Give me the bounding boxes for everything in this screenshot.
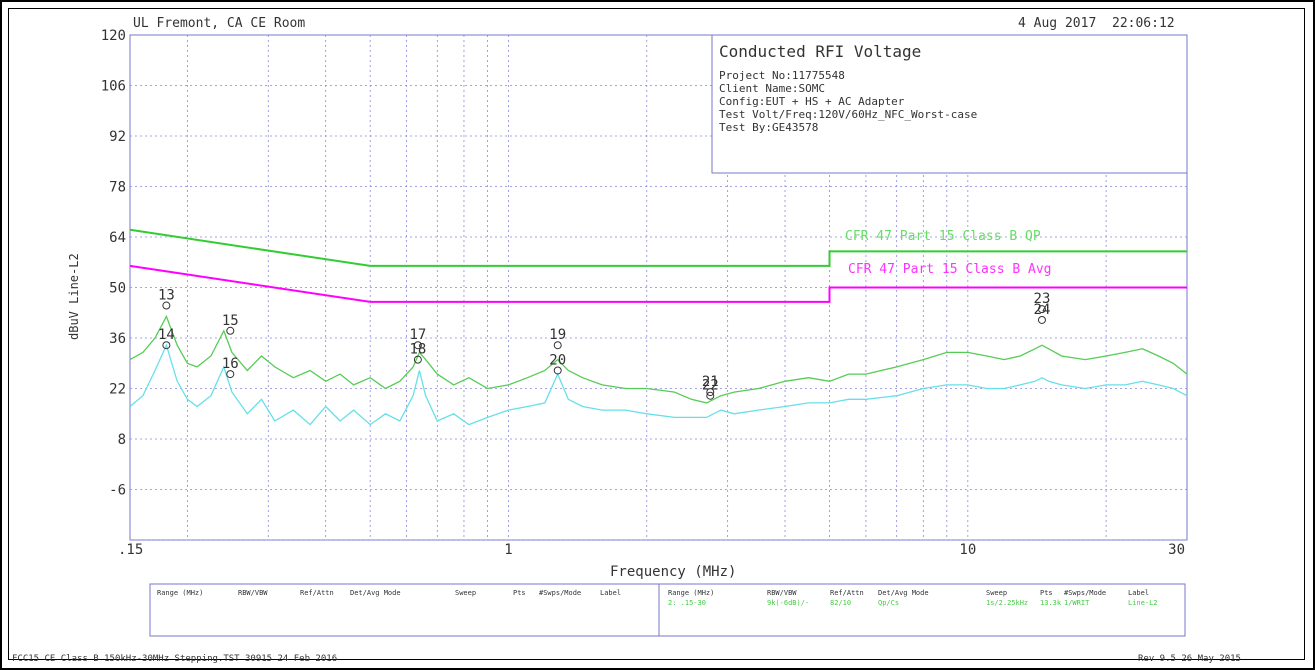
- settings-header-left: Pts: [513, 589, 526, 597]
- settings-header-right: Label: [1128, 589, 1149, 597]
- settings-header-left: Det/Avg Mode: [350, 589, 401, 597]
- y-axis-label: dBuV Line-L2: [67, 253, 81, 340]
- settings-header-right: Ref/Attn: [830, 589, 864, 597]
- marker-label: 20: [549, 352, 566, 368]
- marker-point: [162, 301, 171, 310]
- marker-point: [553, 341, 562, 350]
- y-tick-label: 64: [109, 230, 126, 246]
- marker-point: [706, 391, 715, 400]
- marker-label: 21: [702, 374, 719, 390]
- y-tick-label: 92: [109, 129, 126, 145]
- marker-label: 18: [409, 342, 426, 358]
- settings-header-left: Sweep: [455, 589, 476, 597]
- settings-header-right: RBW/VBW: [767, 589, 797, 597]
- qp-limit-label: CFR 47 Part 15 Class B QP: [845, 229, 1041, 244]
- marker-point: [413, 341, 422, 350]
- trace-lines: [129, 314, 1188, 426]
- marker-point: [1037, 315, 1046, 324]
- marker-label: 14: [158, 327, 175, 343]
- limit-line: [129, 228, 1187, 267]
- settings-cell: Line-L2: [1128, 599, 1158, 607]
- x-tick-label: 1: [504, 542, 512, 558]
- marker-label: 19: [549, 327, 566, 343]
- settings-header-left: Ref/Attn: [300, 589, 334, 597]
- trace-line: [129, 343, 1188, 426]
- info-line-testby: Test By:GE43578: [719, 121, 818, 134]
- marker-label: 22: [702, 378, 719, 394]
- info-line-config: Config:EUT + HS + AC Adapter: [719, 95, 905, 108]
- footer-left: FCC15 CE Class B 150kHz-30MHz Stepping.T…: [12, 654, 337, 664]
- marker-label: 17: [409, 327, 426, 343]
- y-tick-label: 78: [109, 180, 126, 196]
- marker-label: 16: [222, 356, 239, 372]
- y-tick-label: 8: [118, 432, 126, 448]
- settings-header-left: RBW/VBW: [238, 589, 268, 597]
- settings-header-right: Det/Avg Mode: [878, 589, 929, 597]
- marker-point: [162, 341, 171, 350]
- x-tick-labels: .15 1 10 30: [118, 542, 1185, 558]
- avg-limit-label: CFR 47 Part 15 Class B Avg: [848, 262, 1052, 277]
- limit-line: [129, 264, 1187, 303]
- marker-point: [1037, 305, 1046, 314]
- x-tick-label: 30: [1168, 542, 1185, 558]
- settings-table: [149, 583, 1186, 637]
- settings-header-right: Range (MHz): [668, 589, 714, 597]
- y-tick-labels: 120 106 92 78 64 50 36 22 8 -6: [101, 28, 126, 499]
- marker-point: [226, 370, 235, 379]
- settings-header-right: Pts: [1040, 589, 1053, 597]
- marker-point: [413, 355, 422, 364]
- settings-cell: 2: .15-30: [668, 599, 706, 607]
- time-label: 22:06:12: [1112, 16, 1175, 31]
- site-label: UL Fremont, CA CE Room: [133, 16, 305, 31]
- y-tick-label: 120: [101, 28, 126, 44]
- info-box: [711, 34, 1188, 174]
- date-label: 4 Aug 2017: [1018, 16, 1096, 31]
- info-line-voltfreq: Test Volt/Freq:120V/60Hz_NFC_Worst-case: [719, 108, 977, 121]
- x-axis-label: Frequency (MHz): [610, 564, 736, 580]
- marker-point: [553, 366, 562, 375]
- settings-cell: 1s/2.25kHz: [986, 599, 1028, 607]
- x-tick-label: .15: [118, 542, 143, 558]
- y-tick-label: -6: [109, 483, 126, 499]
- settings-header-left: #Swps/Mode: [539, 589, 581, 597]
- marker-label: 23: [1034, 291, 1051, 307]
- settings-cell: 9k(-6dB)/-: [767, 599, 809, 607]
- marker-label: 24: [1034, 302, 1051, 318]
- y-tick-label: 36: [109, 331, 126, 347]
- settings-cell: 13.3k: [1040, 599, 1062, 607]
- settings-cell: Qp/Cs: [878, 599, 899, 607]
- settings-header-left: Label: [600, 589, 621, 597]
- settings-header-left: Range (MHz): [157, 589, 203, 597]
- marker-label: 15: [222, 313, 239, 329]
- inner-border: [8, 8, 1305, 660]
- footer-right: Rev 9.5 26 May 2015: [1138, 654, 1241, 664]
- marker-point: [226, 326, 235, 335]
- limit-lines: [129, 228, 1187, 303]
- trace-line: [129, 314, 1188, 404]
- info-line-project: Project No:11775548: [719, 69, 845, 82]
- settings-cell: 82/10: [830, 599, 851, 607]
- y-tick-label: 50: [109, 281, 126, 297]
- info-line-client: Client Name:SOMC: [719, 82, 825, 95]
- settings-header-right: #Swps/Mode: [1064, 589, 1106, 597]
- marker-label: 13: [158, 288, 175, 304]
- settings-cell: 1/WRIT: [1064, 599, 1090, 607]
- settings-header-right: Sweep: [986, 589, 1007, 597]
- x-tick-label: 10: [959, 542, 976, 558]
- settings-text: Range (MHz) Range (MHz) RBW/VBW RBW/VBW Ref/…: [157, 589, 1158, 607]
- y-tick-label: 106: [101, 79, 126, 95]
- y-tick-label: 22: [109, 382, 126, 398]
- marker-point: [706, 388, 715, 397]
- info-title: Conducted RFI Voltage: [719, 42, 921, 61]
